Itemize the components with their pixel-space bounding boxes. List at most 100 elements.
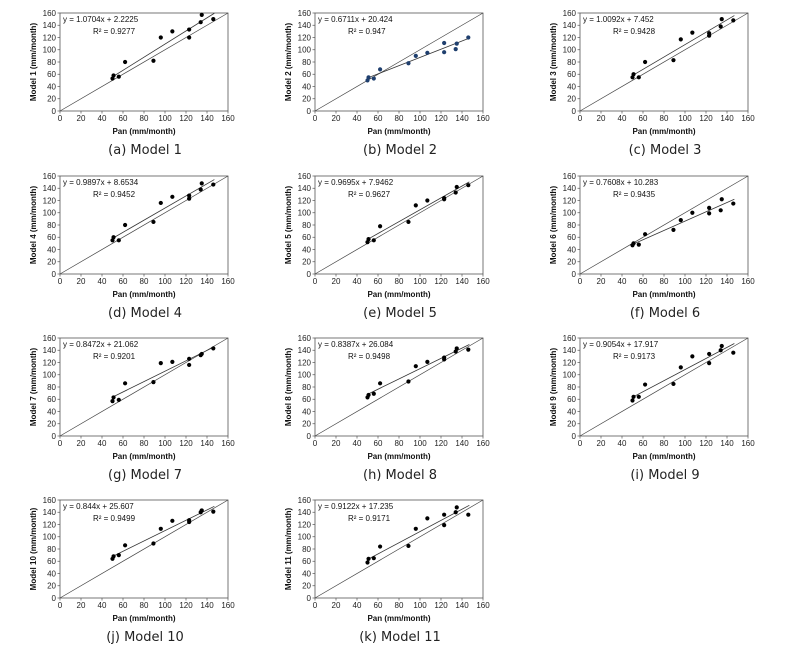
data-point [199,351,204,357]
y-tick-label: 100 [43,371,57,380]
data-point [371,76,376,81]
scatter-chart: 0 20 40 60 80 100 120 140 160 0 20 40 60 80 100 120 140 1… [284,334,490,461]
chart-panel: 0 20 40 60 80 100 120 140 160 0 20 40 60 80 100 120 140 1… [255,330,505,490]
data-point [378,67,383,72]
x-tick-label: 120 [179,439,193,448]
data-point [211,182,216,187]
y-tick-label: 60 [47,70,56,79]
chart-panel: 0 20 40 60 80 100 120 140 160 0 20 40 60 80 100 120 140 1… [520,330,770,490]
y-tick-label: 0 [307,432,312,441]
data-point [406,543,411,549]
y-tick-label: 100 [298,46,312,55]
x-tick-label: 120 [699,439,713,448]
x-tick-label: 160 [476,114,490,123]
panel-caption: (i) Model 9 [630,468,700,483]
x-tick-label: 160 [221,114,235,123]
x-tick-label: 40 [98,277,107,286]
panel-caption: (k) Model 11 [359,630,441,645]
y-tick-label: 160 [563,334,577,343]
y-tick-label: 160 [563,172,577,181]
x-tick-label: 40 [353,439,362,448]
data-point [111,395,116,400]
data-point [170,29,175,34]
y-tick-label: 120 [43,358,57,367]
y-tick-label: 60 [567,233,576,242]
y-tick-label: 80 [567,221,576,230]
x-tick-label: 100 [413,114,427,123]
regression-equation: y = 0.9695x + 7.9462 [318,178,394,187]
data-point [466,347,471,352]
data-point [151,380,156,385]
x-tick-label: 20 [77,277,86,286]
y-tick-label: 160 [43,172,57,181]
data-point [442,523,447,528]
y-tick-label: 120 [298,520,312,529]
x-tick-label: 100 [678,277,692,286]
x-tick-label: 0 [58,114,63,123]
x-tick-label: 160 [476,601,490,610]
y-tick-label: 20 [47,420,56,429]
r-squared-label: R² = 0.947 [348,27,386,36]
regression-equation: y = 1.0092x + 7.452 [583,15,654,24]
data-point [371,391,376,396]
y-tick-label: 40 [567,245,576,254]
scatter-chart: 0 20 40 60 80 100 120 140 160 0 20 40 60 80 100 120 140 1… [29,496,235,623]
y-tick-label: 160 [43,9,57,18]
x-tick-label: 40 [618,277,627,286]
y-tick-label: 60 [47,557,56,566]
x-tick-label: 140 [455,277,469,286]
data-point [636,242,641,247]
x-tick-label: 0 [578,277,583,286]
y-tick-label: 0 [52,270,57,279]
data-point [453,190,458,195]
one-to-one-line [579,12,749,112]
y-tick-label: 140 [43,21,57,30]
data-point [199,181,204,186]
x-tick-label: 120 [434,114,448,123]
x-tick-label: 20 [597,114,606,123]
data-point [187,196,192,201]
data-point [413,364,418,369]
y-tick-label: 60 [302,557,311,566]
y-tick-label: 60 [47,395,56,404]
regression-equation: y = 0.844x + 25.607 [63,502,134,511]
y-tick-label: 160 [563,9,577,18]
x-tick-label: 60 [374,114,383,123]
x-tick-label: 80 [140,277,149,286]
x-tick-label: 20 [77,439,86,448]
x-tick-label: 60 [374,439,383,448]
x-tick-label: 0 [58,439,63,448]
chart-panel: 0 20 40 60 80 100 120 140 160 0 20 40 60 80 100 120 140 1… [255,5,505,165]
data-point [406,61,411,66]
y-tick-label: 40 [302,245,311,254]
data-point [636,75,641,80]
data-point [718,208,723,213]
x-axis-label: Pan (mm/month) [112,614,175,623]
y-tick-label: 140 [298,21,312,30]
y-tick-label: 100 [563,46,577,55]
y-tick-label: 120 [563,33,577,42]
x-tick-label: 20 [77,114,86,123]
y-tick-label: 160 [298,9,312,18]
y-tick-label: 20 [47,95,56,104]
chart-panel: 0 20 40 60 80 100 120 140 160 0 20 40 60 80 100 120 140 1… [255,168,505,328]
y-tick-label: 0 [52,594,57,603]
data-point [442,512,447,517]
panel-caption: (a) Model 1 [108,143,182,158]
x-tick-label: 20 [332,277,341,286]
y-tick-label: 0 [307,270,312,279]
x-tick-label: 20 [332,601,341,610]
y-tick-label: 120 [563,196,577,205]
data-point [378,381,383,386]
data-point [678,365,683,370]
data-point [158,361,163,366]
trend-line [367,181,470,240]
data-point [187,35,192,40]
data-point [731,18,736,23]
data-point [187,362,192,368]
data-point [366,392,371,398]
data-point [123,59,128,65]
data-point [116,397,121,402]
x-tick-label: 100 [413,439,427,448]
x-tick-label: 0 [313,439,318,448]
